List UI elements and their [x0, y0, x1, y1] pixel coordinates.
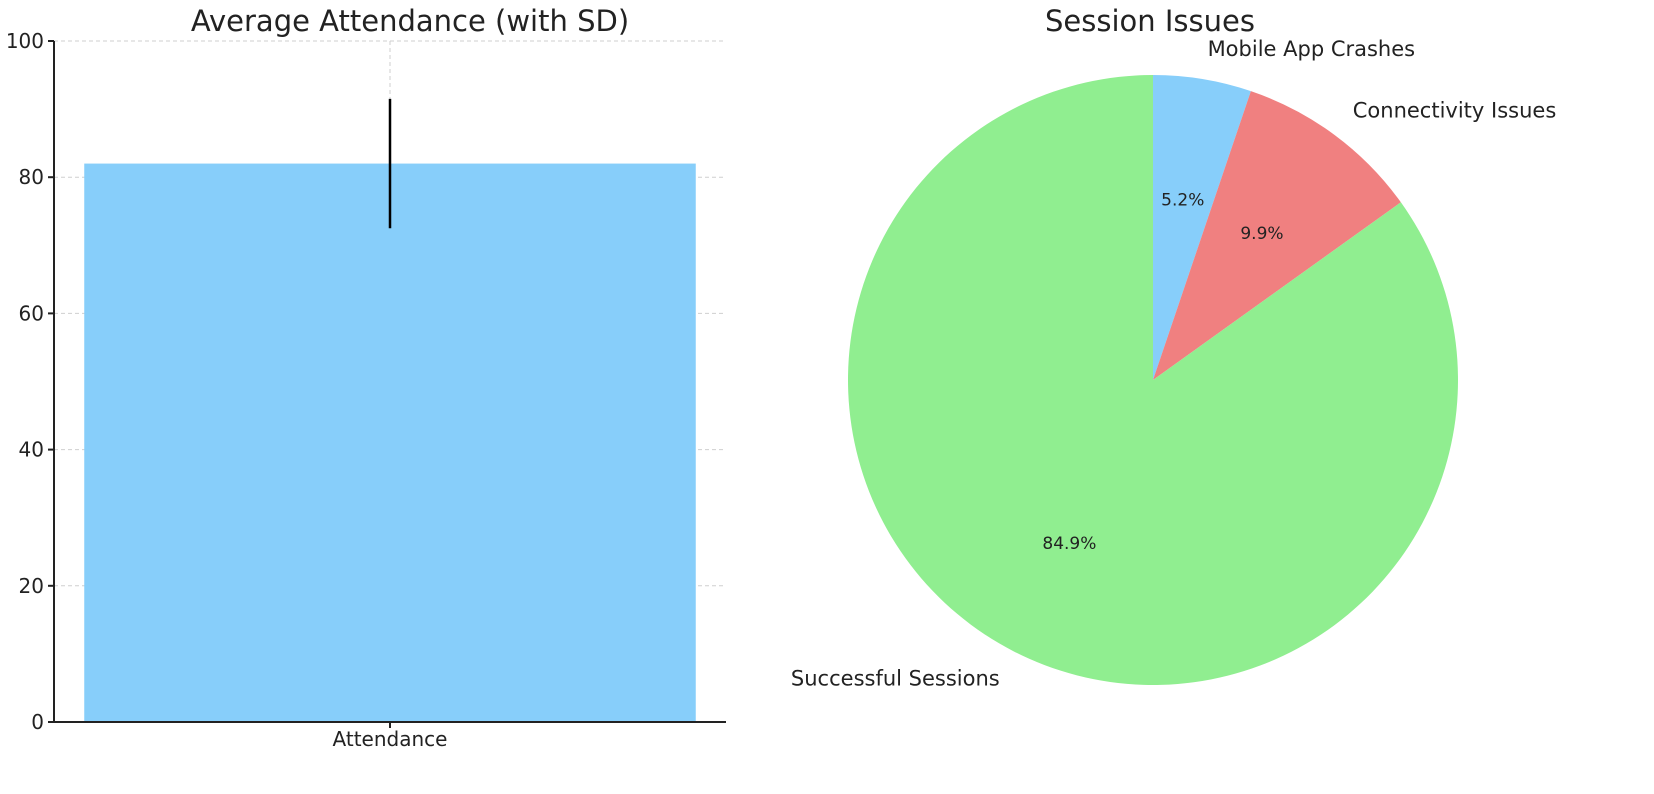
pie-category-label: Successful Sessions [791, 666, 1000, 690]
y-tick-label: 60 [19, 301, 44, 325]
pie-labels: 5.2% Mobile App Crashes 9.9% Connectivity I… [791, 37, 1556, 690]
pie-slice [1153, 91, 1401, 381]
y-tick-label: 40 [19, 438, 44, 462]
bar-chart: Average Attendance (with SD) 0 20 40 60 80 10… [6, 4, 726, 751]
pie-slices [848, 75, 1458, 685]
pie-chart: Session Issues 5.2% Mobile App Crashes 9.9… [791, 4, 1556, 690]
pie-category-label: Connectivity Issues [1353, 98, 1557, 122]
y-tick-label: 80 [19, 165, 44, 189]
bar-x-ticks: Attendance [333, 722, 448, 751]
bar-y-ticks: 0 20 40 60 80 100 [6, 29, 54, 734]
y-tick-label: 0 [31, 710, 44, 734]
pie-slice [1153, 75, 1251, 380]
pie-percent-label: 84.9% [1042, 534, 1096, 554]
pie-category-label: Mobile App Crashes [1208, 37, 1416, 61]
pie-chart-title: Session Issues [1045, 4, 1255, 38]
bar-chart-title: Average Attendance (with SD) [191, 4, 629, 38]
bar [84, 163, 696, 722]
pie-percent-label: 9.9% [1240, 224, 1283, 244]
y-tick-label: 20 [19, 574, 44, 598]
pie-slice [848, 75, 1458, 685]
y-tick-label: 100 [6, 29, 44, 53]
bar-marks [84, 98, 696, 722]
x-tick-label: Attendance [333, 727, 448, 751]
pie-percent-label: 5.2% [1161, 190, 1204, 210]
